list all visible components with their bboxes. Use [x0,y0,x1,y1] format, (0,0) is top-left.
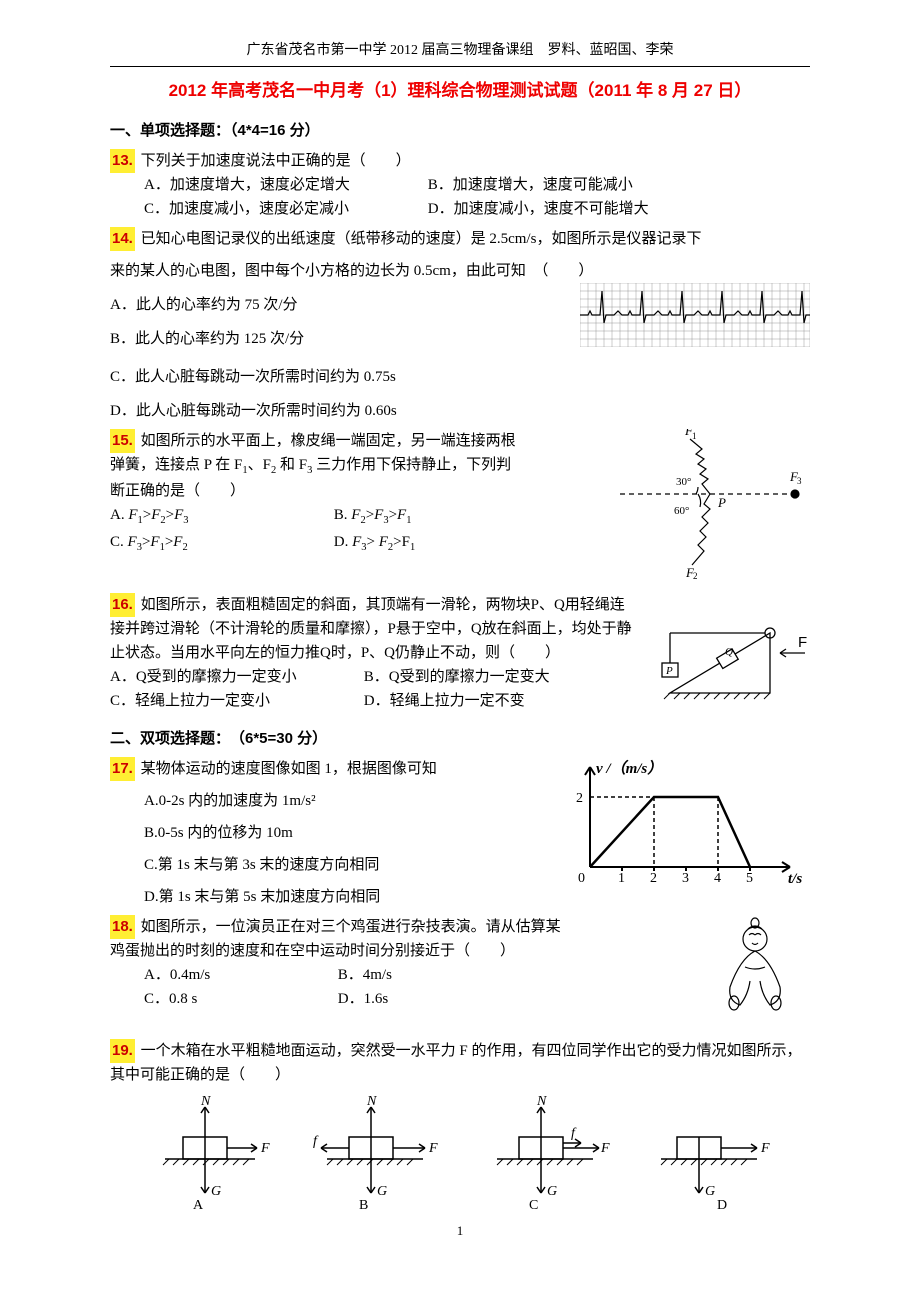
question-18: 18. 如图所示，一位演员正在对三个鸡蛋进行杂技表演。请从估算某 鸡蛋抛出的时刻… [110,915,810,1033]
svg-text:G: G [377,1184,387,1199]
svg-text:0: 0 [578,871,585,886]
svg-text:1: 1 [618,871,625,886]
qnum-15: 15. [110,429,135,453]
q18-stem-1: 如图所示，一位演员正在对三个鸡蛋进行杂技表演。请从估算某 [141,919,561,935]
section-1-head: 一、单项选择题：（4*4=16 分） [110,119,810,143]
svg-text:G: G [547,1184,557,1199]
section-2-head: 二、双项选择题： （6*5=30 分） [110,727,810,751]
exam-title: 2012 年高考茂名一中月考（1）理科综合物理测试试题（2011 年 8 月 2… [110,77,810,104]
q13-opt-a: A．加速度增大，速度必定增大 [144,173,424,197]
svg-text:30°: 30° [676,476,691,488]
svg-text:t/s: t/s [788,871,802,887]
q13-stem: 下列关于加速度说法中正确的是（ ） [141,153,411,169]
svg-text:G: G [211,1184,221,1199]
svg-text:2: 2 [650,871,657,886]
question-17: v /（m/s） t/s 2 0 1 2 3 4 5 17. 某物体运动的速度图… [110,757,810,909]
svg-text:2: 2 [576,791,583,806]
question-16: P Q F 16. 如图所示，表面粗糙固定的斜面，其顶端有一滑轮，两物块P、Q用… [110,593,810,713]
svg-text:D: D [717,1198,727,1213]
svg-text:5: 5 [746,871,753,886]
svg-text:F: F [760,1141,770,1156]
qnum-19: 19. [110,1039,135,1063]
svg-text:2: 2 [693,571,698,579]
q17-figure: v /（m/s） t/s 2 0 1 2 3 4 5 [560,757,810,895]
svg-text:Q: Q [725,646,733,658]
q13-opt-b: B．加速度增大，速度可能减小 [428,177,633,193]
header-rule [110,66,810,67]
svg-text:G: G [705,1184,715,1199]
qnum-14: 14. [110,227,135,251]
q15-opt-d: D. F3> F2>F1 [334,534,415,550]
page-header: 广东省茂名市第一中学 2012 届高三物理备课组 罗料、蓝昭国、李荣 [110,40,810,62]
question-13: 13. 下列关于加速度说法中正确的是（ ） A．加速度增大，速度必定增大 B．加… [110,149,810,221]
svg-text:F: F [600,1141,610,1156]
q15-opt-b: B. F2>F3>F1 [334,507,412,523]
q15-opt-c: C. F3>F1>F2 [110,530,330,557]
ecg-figure [580,283,810,355]
q19-fig-a: N F G A [145,1095,275,1215]
question-19: 19. 一个木箱在水平粗糙地面运动，突然受一水平力 F 的作用，有四位同学作出它… [110,1039,810,1215]
q19-fig-c: N F f G C [475,1095,615,1215]
svg-text:N: N [366,1095,377,1109]
qnum-16: 16. [110,593,135,617]
svg-text:1: 1 [692,431,697,441]
svg-text:v /（m/s）: v /（m/s） [596,759,662,777]
q16-opt-c: C．轻绳上拉力一定变小 [110,689,360,713]
q15-figure: F1 F2 F3 P 30° 60° [590,429,810,587]
q19-fig-b: N F f G B [305,1095,445,1215]
qnum-18: 18. [110,915,135,939]
question-14: 14. 已知心电图记录仪的出纸速度（纸带移动的速度）是 2.5cm/s，如图所示… [110,227,810,423]
svg-text:F: F [428,1141,438,1156]
q19-fig-d: F G D [645,1095,775,1215]
svg-text:3: 3 [797,476,802,486]
svg-text:B: B [359,1198,368,1213]
svg-text:P: P [717,495,726,510]
q13-opt-c: C．加速度减小，速度必定减小 [144,197,424,221]
svg-text:f: f [571,1126,577,1141]
q19-figures: N F G A N F f G [110,1095,810,1215]
svg-text:F: F [260,1141,270,1156]
q18-opt-a: A．0.4m/s [144,963,334,987]
q18-figure [700,915,810,1033]
q17-stem: 某物体运动的速度图像如图 1，根据图像可知 [141,761,437,777]
q16-opt-a: A．Q受到的摩擦力一定变小 [110,665,360,689]
qnum-13: 13. [110,149,135,173]
svg-text:P: P [665,665,673,677]
q14-opt-c: C．此人心脏每跳动一次所需时间约为 0.75s [110,365,810,389]
q14-stem-1: 已知心电图记录仪的出纸速度（纸带移动的速度）是 2.5cm/s，如图所示是仪器记… [141,231,702,247]
q15-opt-a: A. F1>F2>F3 [110,503,330,530]
q14-stem-2: 来的某人的心电图，图中每个小方格的边长为 0.5cm，由此可知 （ ） [110,259,810,283]
qnum-17: 17. [110,757,135,781]
q15-stem-1: 如图所示的水平面上，橡皮绳一端固定，另一端连接两根 [141,433,516,449]
q18-opt-c: C．0.8 s [144,987,334,1011]
svg-text:F: F [798,634,807,651]
svg-text:A: A [193,1198,204,1213]
q16-opt-d: D．轻绳上拉力一定不变 [364,693,525,709]
question-15: F1 F2 F3 P 30° 60° 15. 如图所示的水平面上，橡皮绳一端固定… [110,429,810,587]
svg-text:N: N [200,1095,211,1109]
page-number: 1 [110,1221,810,1242]
svg-text:60°: 60° [674,505,689,517]
svg-text:f: f [313,1134,319,1149]
svg-text:C: C [529,1198,538,1213]
svg-text:N: N [536,1095,547,1109]
q16-stem: 如图所示，表面粗糙固定的斜面，其顶端有一滑轮，两物块P、Q用轻绳连接并跨过滑轮（… [110,597,632,661]
q19-stem: 一个木箱在水平粗糙地面运动，突然受一水平力 F 的作用，有四位同学作出它的受力情… [110,1043,801,1083]
q16-figure: P Q F [640,623,810,711]
svg-text:3: 3 [682,871,689,886]
q16-opt-b: B．Q受到的摩擦力一定变大 [364,669,550,685]
q13-opt-d: D．加速度减小，速度不可能增大 [428,201,649,217]
q18-opt-d: D．1.6s [338,991,388,1007]
svg-text:4: 4 [714,871,721,886]
q18-opt-b: B．4m/s [338,967,392,983]
q14-opt-d: D．此人心脏每跳动一次所需时间约为 0.60s [110,399,810,423]
